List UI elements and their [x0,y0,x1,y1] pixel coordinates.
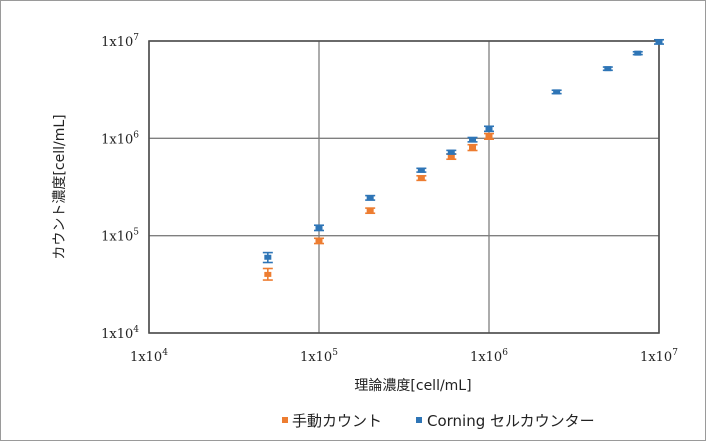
data-point [417,175,425,181]
data-point [485,126,493,132]
data-point [634,50,642,56]
legend: 手動カウント Corning セルカウンター [282,412,595,430]
y-tick-label: 1x106 [101,130,139,147]
data-point [315,225,323,231]
plot-area [149,41,659,333]
data-point [447,149,455,155]
data-point [469,145,477,151]
x-tick-labels: 1x104 1x105 1x106 1x107 [130,348,678,365]
data-point [447,154,455,160]
y-tick-label: 1x104 [101,325,139,342]
x-tick-label: 1x105 [300,348,338,365]
gridlines [148,40,660,334]
y-tick-label: 1x107 [101,33,139,50]
legend-label-manual: 手動カウント [292,412,382,430]
data-point [553,89,561,95]
data-point [655,39,663,45]
legend-marker-manual [282,417,288,423]
x-tick-label: 1x106 [470,348,508,365]
x-tick-label: 1x104 [130,348,168,365]
data-point [417,167,425,173]
data-point [485,133,493,139]
data-point [604,66,612,72]
series-corning-counter [262,38,664,264]
x-axis-title: 理論濃度[cell/mL] [354,378,471,394]
data-point [469,137,477,143]
data-point [366,195,374,201]
y-tick-label: 1x105 [101,228,139,245]
data-point [264,254,272,260]
data-series [262,38,664,281]
x-tick-label: 1x107 [640,348,678,365]
data-point [264,271,272,277]
y-tick-labels: 1x104 1x105 1x106 1x107 [101,33,139,342]
y-axis-title: カウント濃度[cell/mL] [52,114,68,259]
legend-marker-corning [416,417,422,423]
legend-label-corning: Corning セルカウンター [427,412,595,430]
data-point [366,208,374,214]
plot-border [148,40,660,334]
data-point [315,238,323,244]
